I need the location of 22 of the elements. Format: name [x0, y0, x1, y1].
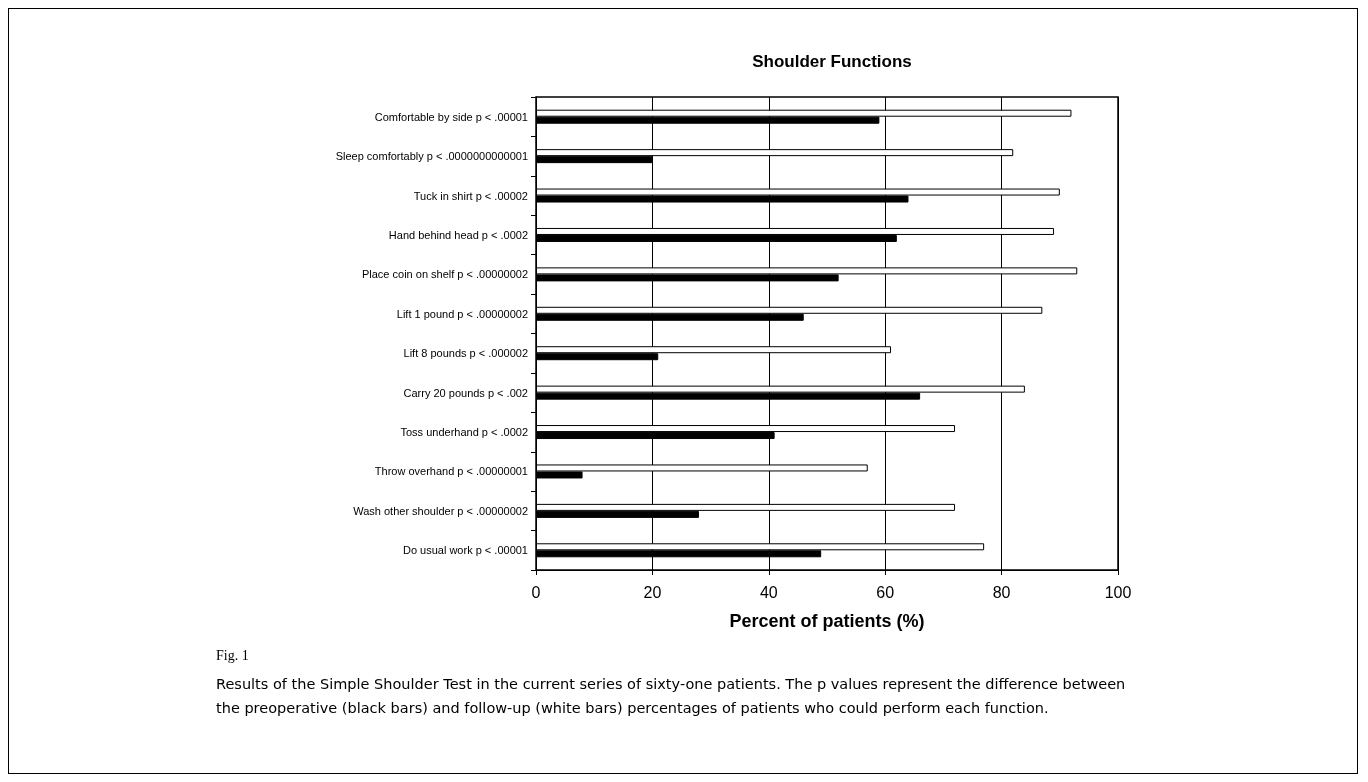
- y-tick-label: Comfortable by side p < .00001: [374, 110, 528, 123]
- x-tick-label: 60: [876, 583, 895, 601]
- y-tick-label: Throw overhand p < .00000001: [374, 465, 528, 478]
- x-tick-label: 0: [531, 583, 541, 601]
- y-tick-label: Carry 20 pounds p < .002: [403, 386, 528, 399]
- y-tick-label: Wash other shoulder p < .00000002: [353, 504, 528, 517]
- y-tick-label: Lift 1 pound p < .00000002: [396, 307, 528, 320]
- y-tick-label: Place coin on shelf p < .00000002: [361, 268, 528, 281]
- y-tick-label: Hand behind head p < .0002: [388, 228, 528, 241]
- y-tick-label: Toss underhand p < .0002: [400, 426, 528, 439]
- x-tick-label: 20: [643, 583, 662, 601]
- y-tick-label: Sleep comfortably p < .0000000000001: [335, 150, 528, 163]
- x-tick-label: 100: [1104, 583, 1132, 601]
- x-tick-label: 40: [759, 583, 778, 601]
- x-tick-label: 80: [992, 583, 1011, 601]
- y-tick-label: Do usual work p < .00001: [402, 544, 528, 557]
- text: Results of the Simple Shoulder Test in the current series of sixty-one patients. The p values represent the difference between the preoperative (black bars) and follow-up (white bars) percentages of patients who could perform each function.: [216, 675, 1127, 718]
- x-axis-title: Percent of patients (%): [729, 611, 925, 631]
- y-tick-label: Lift 8 pounds p < .000002: [403, 347, 528, 360]
- chart-title: Shoulder Functions: [752, 52, 912, 71]
- y-tick-label: Tuck in shirt p < .00002: [413, 189, 528, 202]
- caption: Fig. 1: [216, 648, 249, 664]
